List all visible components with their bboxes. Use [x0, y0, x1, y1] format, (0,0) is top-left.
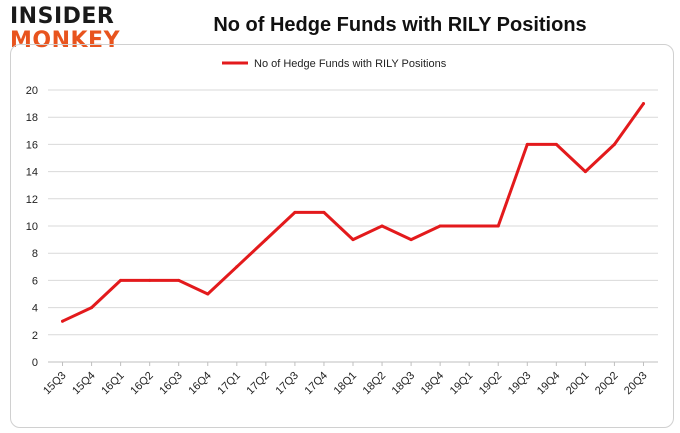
y-tick-label: 14 [26, 167, 38, 179]
data-point [206, 292, 210, 296]
x-tick-label: 16Q1 [99, 370, 127, 398]
data-point [380, 224, 384, 228]
x-tick-label: 19Q4 [535, 370, 563, 398]
y-tick-label: 18 [26, 112, 38, 124]
x-tick-label: 16Q4 [186, 370, 214, 398]
data-point [554, 142, 558, 146]
y-tick-label: 4 [32, 303, 38, 315]
y-tick-label: 10 [26, 221, 38, 233]
y-tick-label: 8 [32, 248, 38, 260]
data-point [351, 238, 355, 242]
x-tick-label: 15Q4 [70, 370, 98, 398]
x-tick-label: 15Q3 [41, 370, 69, 398]
data-point [409, 238, 413, 242]
x-tick-label: 17Q4 [303, 370, 331, 398]
legend-label: No of Hedge Funds with RILY Positions [254, 58, 447, 70]
y-tick-label: 20 [26, 85, 38, 97]
x-tick-label: 18Q3 [390, 370, 418, 398]
x-tick-label: 17Q1 [215, 370, 243, 398]
data-point [119, 278, 123, 282]
x-tick-label: 16Q3 [157, 370, 185, 398]
data-point [177, 278, 181, 282]
y-tick-label: 12 [26, 194, 38, 206]
data-point [148, 278, 152, 282]
x-tick-label: 19Q3 [506, 370, 534, 398]
logo-line-2: MONKEY [10, 28, 121, 53]
x-tick-label: 18Q4 [419, 370, 447, 398]
x-tick-label: 19Q1 [448, 370, 476, 398]
data-point [322, 210, 326, 214]
y-tick-label: 6 [32, 275, 38, 287]
data-point [264, 238, 268, 242]
data-point [496, 224, 500, 228]
series-line [61, 102, 645, 323]
x-tick-label: 16Q2 [128, 370, 156, 398]
x-tick-label: 17Q3 [274, 370, 302, 398]
data-point [612, 142, 616, 146]
data-point [467, 224, 471, 228]
data-point [293, 210, 297, 214]
x-tick-label: 18Q2 [361, 370, 389, 398]
data-point [438, 224, 442, 228]
data-point [583, 170, 587, 174]
data-point [641, 102, 645, 106]
data-point [235, 265, 239, 269]
data-point [90, 306, 94, 310]
insider-monkey-logo: INSIDER MONKEY [10, 6, 130, 54]
x-tick-label: 18Q1 [332, 370, 360, 398]
y-tick-label: 0 [32, 357, 38, 369]
chart-title: No of Hedge Funds with RILY Positions [213, 14, 587, 36]
y-tick-label: 2 [32, 330, 38, 342]
x-tick-label: 17Q2 [244, 370, 272, 398]
x-tick-label: 20Q2 [593, 370, 621, 398]
x-tick-label: 19Q2 [477, 370, 505, 398]
x-tick-label: 20Q3 [622, 370, 650, 398]
x-tick-label: 20Q1 [564, 370, 592, 398]
chart-frame [10, 44, 674, 428]
y-tick-label: 16 [26, 139, 38, 151]
data-point [525, 142, 529, 146]
logo-line-1: INSIDER [10, 4, 115, 29]
data-point [61, 319, 65, 323]
